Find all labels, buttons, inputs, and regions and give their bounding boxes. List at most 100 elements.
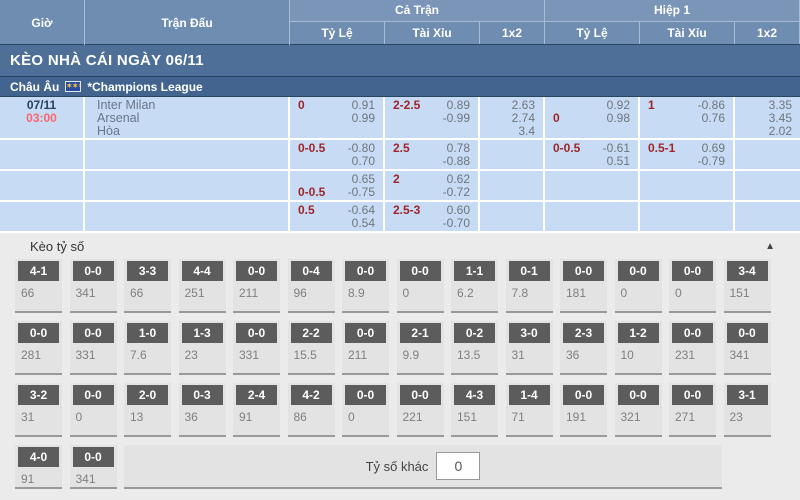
- score-odds: 341: [75, 286, 96, 300]
- handicap-label: 1: [648, 98, 655, 112]
- score-odds: 10: [620, 348, 634, 362]
- full-handicap-cell[interactable]: 0.65 0-0.5 -0.75: [290, 171, 385, 200]
- score-row: 3-2 31 0-0 0 2-0 13 0-3 36 2-4 91 4-2 86 0-0 0 0-0 221 4…: [15, 383, 800, 437]
- half-overunder-cell[interactable]: 0.5-1 0.69 -0.79: [640, 140, 735, 169]
- odds-row: 0.65 0-0.5 -0.75 2 0.62 -0.72: [0, 171, 800, 202]
- score-cell[interactable]: 0-0 321: [614, 383, 662, 437]
- score-cell[interactable]: 1-4 71: [505, 383, 553, 437]
- score-cell[interactable]: 0-0 341: [69, 259, 117, 313]
- odds-line: 0-0.5 -0.80: [290, 142, 383, 155]
- score-cell[interactable]: 0-0 271: [669, 383, 716, 437]
- score-cell[interactable]: 2-1 9.9: [396, 321, 444, 375]
- score-cell[interactable]: 1-1 6.2: [451, 259, 498, 313]
- score-cell[interactable]: 0-0 191: [560, 383, 607, 437]
- full-handicap-cell[interactable]: 0 0.91 0.99: [290, 97, 385, 138]
- odds-line: 0.99: [290, 112, 383, 125]
- score-cell[interactable]: 4-0 91: [15, 445, 62, 489]
- half-overunder-cell[interactable]: 1 -0.86 0.76: [640, 97, 735, 138]
- other-score-input[interactable]: [436, 452, 481, 480]
- score-cell[interactable]: 2-0 13: [124, 383, 171, 437]
- score-section-header: Kèo tỷ số ▲: [0, 233, 800, 259]
- score-cell[interactable]: 0-4 96: [287, 259, 335, 313]
- score-cell[interactable]: 4-2 86: [287, 383, 335, 437]
- group-half-subcols: Tỷ Lệ Tài Xỉu 1x2: [545, 21, 800, 44]
- half-overunder-cell: [640, 171, 735, 200]
- score-cell[interactable]: 0-0 181: [560, 259, 607, 313]
- odds-line: 0-0.5 -0.75: [290, 186, 383, 199]
- score-cell[interactable]: 0-0 341: [723, 321, 771, 375]
- odds-value: 0.76: [701, 111, 725, 125]
- score-cell[interactable]: 3-4 151: [723, 259, 771, 313]
- score-cell[interactable]: 0-0 211: [342, 321, 389, 375]
- handicap-label: 2.5: [393, 141, 410, 155]
- score-cell[interactable]: 0-0 341: [69, 445, 117, 489]
- score-cell[interactable]: 0-0 0: [342, 383, 389, 437]
- score-cell[interactable]: 0-1 7.8: [505, 259, 553, 313]
- odds-value: 0.99: [351, 111, 375, 125]
- odds-value: 3.45: [768, 111, 792, 125]
- score-cell[interactable]: 0-0 331: [69, 321, 117, 375]
- full-overunder-cell[interactable]: 2.5-3 0.60 -0.70: [385, 202, 480, 231]
- full-handicap-cell[interactable]: 0-0.5 -0.80 0.70: [290, 140, 385, 169]
- score-odds: 66: [21, 286, 35, 300]
- score-label: 0-0: [236, 261, 277, 281]
- daily-banner-title: KÈO NHÀ CÁI NGÀY 06/11: [0, 45, 800, 77]
- score-label: 3-1: [726, 385, 768, 405]
- score-label: 1-0: [127, 323, 168, 343]
- match-cell: [85, 202, 290, 231]
- other-score-area: Tỷ số khác: [124, 445, 722, 489]
- score-cell[interactable]: 4-4 251: [178, 259, 226, 313]
- score-cell[interactable]: 0-2 13.5: [451, 321, 498, 375]
- score-cell[interactable]: 0-0 281: [15, 321, 62, 375]
- score-cell[interactable]: 2-3 36: [560, 321, 607, 375]
- half-handicap-cell[interactable]: 0-0.5 -0.61 0.51: [545, 140, 640, 169]
- odds-line: 1 -0.86: [640, 99, 733, 112]
- score-cell[interactable]: 3-0 31: [505, 321, 553, 375]
- score-cell[interactable]: 0-0 331: [233, 321, 280, 375]
- full-1x2-cell[interactable]: 2.63 2.74 3.4: [480, 97, 545, 138]
- group-half: Hiệp 1 Tỷ Lệ Tài Xỉu 1x2: [545, 0, 800, 44]
- score-label: 2-4: [236, 385, 277, 405]
- score-cell[interactable]: 1-2 10: [614, 321, 662, 375]
- full-1x2-cell: [480, 140, 545, 169]
- score-label: 0-0: [726, 323, 768, 343]
- score-odds: 71: [511, 410, 525, 424]
- team-name: Inter Milan: [97, 98, 156, 112]
- full-overunder-cell[interactable]: 2-2.5 0.89 -0.99: [385, 97, 480, 138]
- score-cell[interactable]: 0-0 221: [396, 383, 444, 437]
- score-cell[interactable]: 4-1 66: [15, 259, 62, 313]
- league-row: Châu Âu ✶✶✶ *Champions League: [0, 77, 800, 97]
- score-cell[interactable]: 0-0 0: [396, 259, 444, 313]
- score-cell[interactable]: 3-3 66: [124, 259, 171, 313]
- odds-value: 0.78: [446, 141, 470, 155]
- score-cell[interactable]: 4-3 151: [451, 383, 498, 437]
- score-cell[interactable]: 2-4 91: [233, 383, 280, 437]
- score-cell[interactable]: 1-3 23: [178, 321, 226, 375]
- score-cell[interactable]: 3-1 23: [723, 383, 771, 437]
- odds-value: 0.62: [446, 172, 470, 186]
- full-overunder-cell[interactable]: 2.5 0.78 -0.88: [385, 140, 480, 169]
- score-cell[interactable]: 0-0 211: [233, 259, 280, 313]
- score-cell[interactable]: 2-2 15.5: [287, 321, 335, 375]
- half-1x2-cell[interactable]: 3.35 3.45 2.02: [735, 97, 800, 138]
- collapse-icon[interactable]: ▲: [765, 240, 775, 252]
- half-handicap-cell: [545, 202, 640, 231]
- score-cell[interactable]: 3-2 31: [15, 383, 62, 437]
- score-cell[interactable]: 1-0 7.6: [124, 321, 171, 375]
- full-overunder-cell[interactable]: 2 0.62 -0.72: [385, 171, 480, 200]
- score-cell[interactable]: 0-3 36: [178, 383, 226, 437]
- score-label: 2-0: [127, 385, 168, 405]
- score-cell[interactable]: 0-0 8.9: [342, 259, 389, 313]
- team-name: Hòa: [97, 124, 120, 139]
- half-handicap-cell[interactable]: 0.92 0 0.98: [545, 97, 640, 138]
- score-label: 4-1: [18, 261, 59, 281]
- score-cell[interactable]: 0-0 0: [614, 259, 662, 313]
- other-score-label: Tỷ số khác: [365, 458, 429, 474]
- score-cell[interactable]: 0-0 0: [69, 383, 117, 437]
- score-cell[interactable]: 0-0 0: [669, 259, 716, 313]
- odds-value: 0.98: [606, 111, 630, 125]
- score-odds: 211: [348, 348, 368, 362]
- full-handicap-cell[interactable]: 0.5 -0.64 0.54: [290, 202, 385, 231]
- score-odds: 221: [402, 410, 423, 424]
- score-cell[interactable]: 0-0 231: [669, 321, 716, 375]
